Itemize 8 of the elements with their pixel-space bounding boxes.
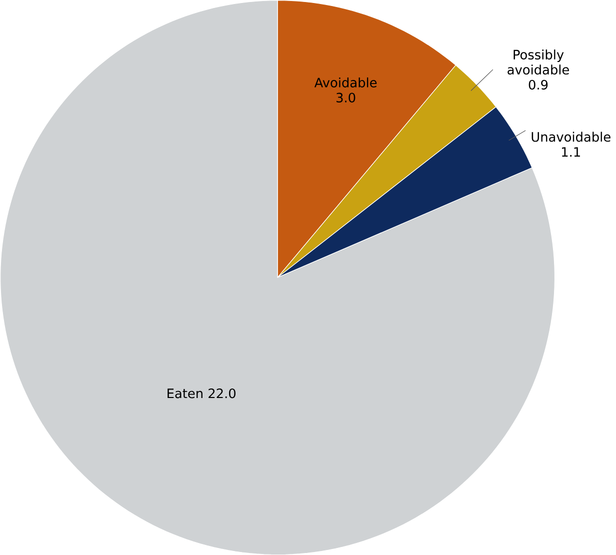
slice-label: Possibly avoidable <box>508 49 569 75</box>
slice-label: Eaten <box>168 388 202 398</box>
data-label: 22.0 <box>208 388 236 398</box>
data-label: 0.9 <box>528 80 548 90</box>
data-label: 1.1 <box>562 147 580 157</box>
slice-label: Unavoidable <box>532 132 610 142</box>
slice-label: Avoidable <box>314 77 377 88</box>
data-label: 3.0 <box>336 92 356 102</box>
